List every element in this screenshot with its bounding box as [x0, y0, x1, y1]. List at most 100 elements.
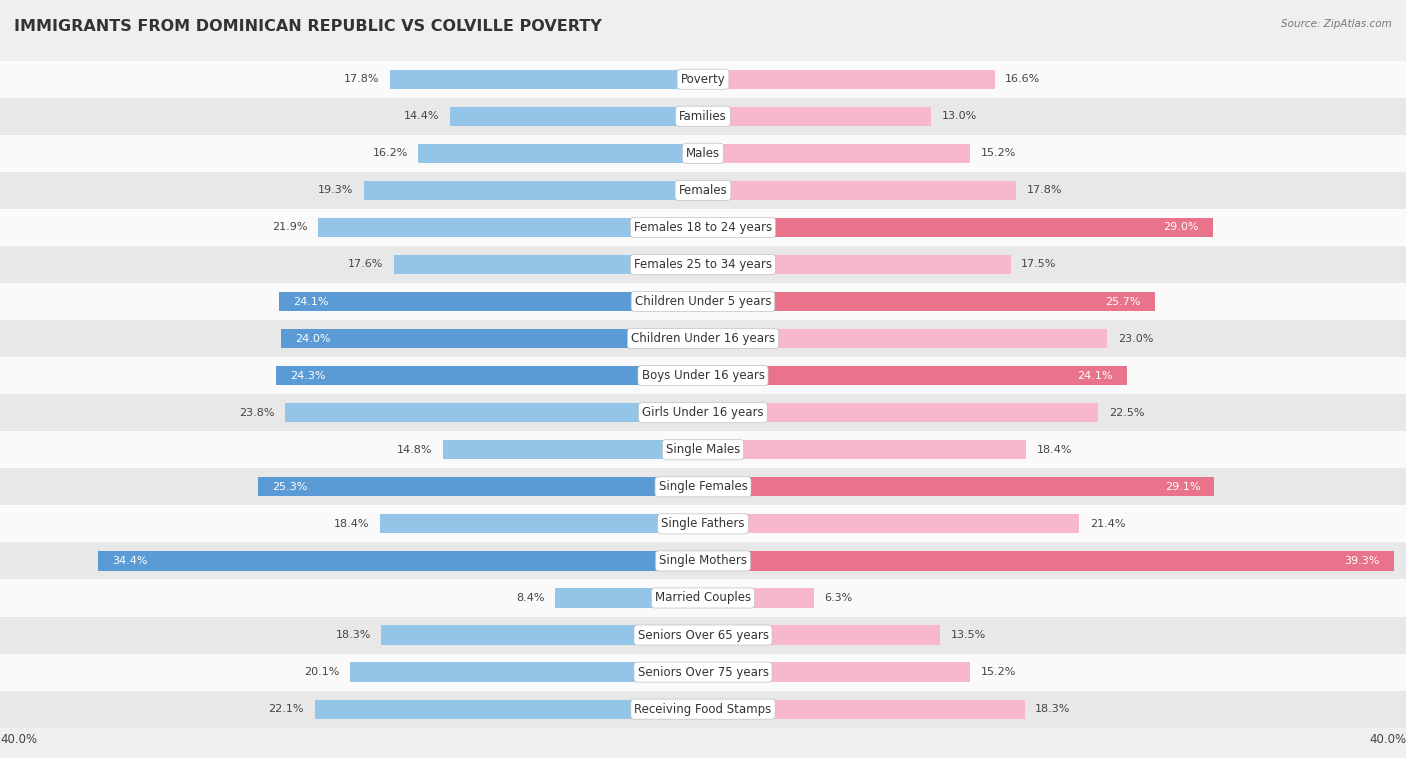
Text: Receiving Food Stamps: Receiving Food Stamps	[634, 703, 772, 716]
Text: Source: ZipAtlas.com: Source: ZipAtlas.com	[1281, 19, 1392, 29]
Text: 25.7%: 25.7%	[1105, 296, 1140, 306]
Text: Seniors Over 65 years: Seniors Over 65 years	[637, 628, 769, 641]
Bar	[0, 246, 1406, 283]
Bar	[394, 255, 703, 274]
Bar	[0, 98, 1406, 135]
Text: 17.5%: 17.5%	[1021, 259, 1056, 269]
Text: 24.1%: 24.1%	[1077, 371, 1112, 381]
Bar	[703, 588, 814, 608]
Text: 21.9%: 21.9%	[273, 222, 308, 233]
Text: Single Fathers: Single Fathers	[661, 518, 745, 531]
Text: 6.3%: 6.3%	[824, 593, 852, 603]
Bar	[703, 478, 1215, 496]
Text: 18.3%: 18.3%	[1035, 704, 1070, 714]
Bar	[0, 691, 1406, 728]
Bar	[703, 107, 932, 126]
Text: 15.2%: 15.2%	[981, 667, 1017, 677]
Text: Males: Males	[686, 147, 720, 160]
Text: 15.2%: 15.2%	[981, 149, 1017, 158]
Text: Females: Females	[679, 184, 727, 197]
Bar	[703, 70, 995, 89]
Text: Single Males: Single Males	[666, 443, 740, 456]
Bar	[315, 700, 703, 719]
Bar	[703, 403, 1098, 422]
Text: 40.0%: 40.0%	[1369, 733, 1406, 746]
Bar	[450, 107, 703, 126]
Bar	[419, 144, 703, 163]
Bar	[381, 625, 703, 644]
Text: 29.0%: 29.0%	[1163, 222, 1198, 233]
Bar	[380, 514, 703, 534]
Text: Females 18 to 24 years: Females 18 to 24 years	[634, 221, 772, 234]
Text: Families: Families	[679, 110, 727, 123]
Bar	[703, 514, 1080, 534]
Bar	[0, 616, 1406, 653]
Bar	[0, 653, 1406, 691]
Bar	[703, 440, 1026, 459]
Text: 13.0%: 13.0%	[942, 111, 977, 121]
Bar	[0, 506, 1406, 543]
Bar	[350, 662, 703, 681]
Text: 40.0%: 40.0%	[0, 733, 37, 746]
Bar	[703, 366, 1126, 385]
Text: 16.6%: 16.6%	[1005, 74, 1040, 84]
Bar	[364, 180, 703, 200]
Text: Girls Under 16 years: Girls Under 16 years	[643, 406, 763, 419]
Text: 24.1%: 24.1%	[294, 296, 329, 306]
Text: Single Females: Single Females	[658, 481, 748, 493]
Bar	[0, 283, 1406, 320]
Bar	[0, 357, 1406, 394]
Text: 14.8%: 14.8%	[396, 445, 433, 455]
Bar	[0, 320, 1406, 357]
Bar	[281, 329, 703, 348]
Text: Poverty: Poverty	[681, 73, 725, 86]
Text: Boys Under 16 years: Boys Under 16 years	[641, 369, 765, 382]
Bar	[703, 180, 1015, 200]
Text: 17.8%: 17.8%	[344, 74, 380, 84]
Text: 14.4%: 14.4%	[404, 111, 439, 121]
Text: 24.3%: 24.3%	[290, 371, 325, 381]
Bar	[703, 662, 970, 681]
Bar	[0, 61, 1406, 98]
Text: Married Couples: Married Couples	[655, 591, 751, 604]
Text: 29.1%: 29.1%	[1166, 482, 1201, 492]
Text: 20.1%: 20.1%	[304, 667, 339, 677]
Bar	[703, 144, 970, 163]
Bar	[0, 468, 1406, 506]
Bar	[703, 255, 1011, 274]
Bar	[0, 579, 1406, 616]
Bar	[0, 431, 1406, 468]
Text: Seniors Over 75 years: Seniors Over 75 years	[637, 666, 769, 678]
Text: 19.3%: 19.3%	[318, 186, 353, 196]
Bar	[259, 478, 703, 496]
Text: 22.5%: 22.5%	[1109, 408, 1144, 418]
Text: IMMIGRANTS FROM DOMINICAN REPUBLIC VS COLVILLE POVERTY: IMMIGRANTS FROM DOMINICAN REPUBLIC VS CO…	[14, 19, 602, 34]
Text: 18.4%: 18.4%	[333, 519, 368, 529]
Bar	[443, 440, 703, 459]
Text: 13.5%: 13.5%	[950, 630, 986, 640]
Bar	[703, 292, 1154, 311]
Bar	[276, 366, 703, 385]
Bar	[703, 329, 1108, 348]
Bar	[98, 551, 703, 571]
Text: Children Under 5 years: Children Under 5 years	[634, 295, 772, 308]
Bar	[0, 209, 1406, 246]
Text: 18.4%: 18.4%	[1038, 445, 1073, 455]
Text: 17.6%: 17.6%	[347, 259, 382, 269]
Bar	[703, 551, 1393, 571]
Text: 8.4%: 8.4%	[516, 593, 546, 603]
Text: 39.3%: 39.3%	[1344, 556, 1379, 566]
Text: 21.4%: 21.4%	[1090, 519, 1125, 529]
Text: 17.8%: 17.8%	[1026, 186, 1062, 196]
Text: Single Mothers: Single Mothers	[659, 554, 747, 568]
Bar	[318, 218, 703, 237]
Text: 23.0%: 23.0%	[1118, 334, 1153, 343]
Text: 16.2%: 16.2%	[373, 149, 408, 158]
Bar	[0, 135, 1406, 172]
Text: 24.0%: 24.0%	[295, 334, 330, 343]
Bar	[391, 70, 703, 89]
Text: 18.3%: 18.3%	[336, 630, 371, 640]
Bar	[0, 543, 1406, 579]
Bar	[285, 403, 703, 422]
Bar	[703, 700, 1025, 719]
